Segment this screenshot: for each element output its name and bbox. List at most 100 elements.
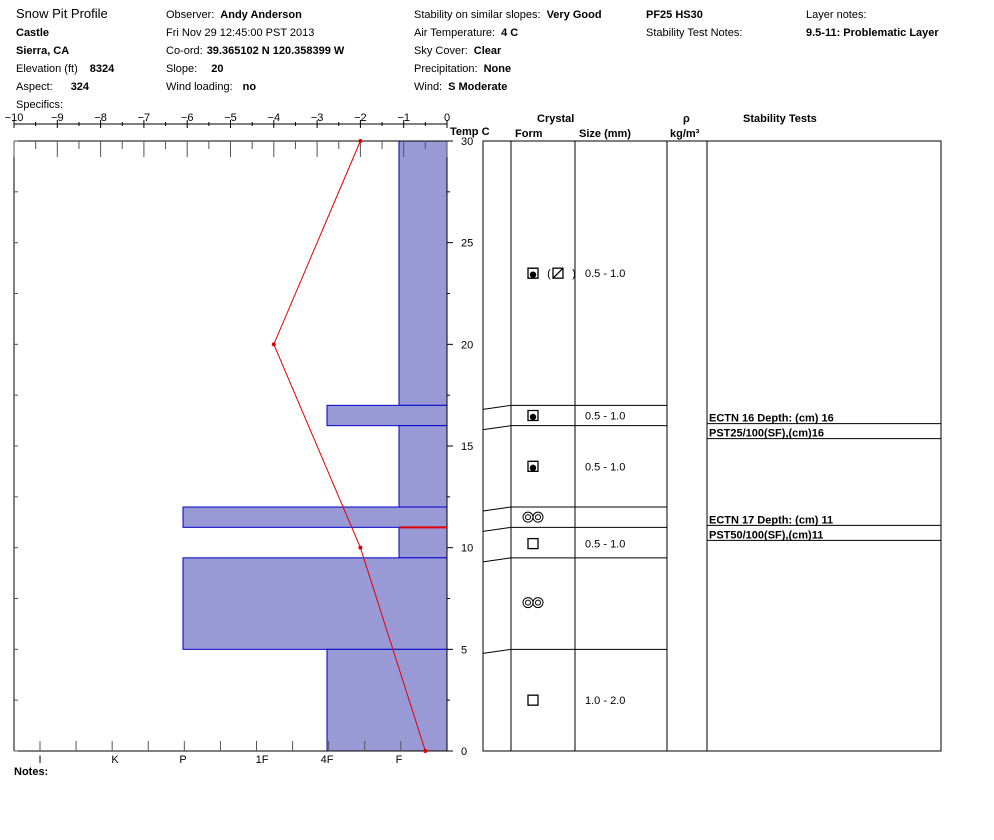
wind-value: S Moderate bbox=[448, 81, 508, 93]
hardness-tick-label: 4F bbox=[321, 754, 334, 766]
temperature-line bbox=[273, 140, 426, 752]
hardness-bar bbox=[326, 404, 448, 427]
layer-boundary-line bbox=[482, 557, 667, 563]
melt-form-icon bbox=[522, 511, 544, 523]
height-tick-label: 15 bbox=[461, 441, 473, 453]
layer-boundary-line bbox=[482, 425, 667, 431]
stability-label: Stability on similar slopes: bbox=[414, 9, 541, 21]
observer-label: Observer: bbox=[166, 9, 215, 21]
datetime: Fri Nov 29 12:45:00 PST 2013 bbox=[166, 27, 315, 39]
stability-tests-header: Stability Tests bbox=[743, 113, 817, 125]
wind-loading-row: Wind loading: no bbox=[166, 80, 256, 94]
layer-boundary-line bbox=[482, 404, 667, 410]
temp-tick-label: −3 bbox=[311, 112, 324, 124]
temp-tick-label: −7 bbox=[138, 112, 151, 124]
melt-form-inner bbox=[525, 599, 531, 606]
hardness-bar bbox=[398, 425, 448, 508]
stability-value: Very Good bbox=[546, 9, 602, 21]
temp-tick-label: −6 bbox=[181, 112, 194, 124]
depth-hoar-dot bbox=[529, 413, 537, 421]
crystal-size-label: 0.5 - 1.0 bbox=[585, 539, 625, 551]
slope-value: 20 bbox=[211, 63, 224, 75]
hardness-tick-label: I bbox=[38, 754, 41, 766]
crystal-size-label: 0.5 - 1.0 bbox=[585, 411, 625, 423]
air-temp-value: 4 C bbox=[501, 27, 519, 39]
depth-hoar-outline bbox=[527, 267, 539, 279]
melt-form-outer bbox=[522, 597, 534, 609]
faceted-square bbox=[527, 694, 539, 706]
melt-form-outer bbox=[522, 511, 534, 523]
depth-hoar-outline bbox=[527, 409, 539, 422]
crystal-size-label: 0.5 - 1.0 bbox=[585, 268, 625, 280]
coord-value: 39.365102 N 120.358399 W bbox=[206, 45, 345, 57]
temp-tick-label: −8 bbox=[94, 112, 107, 124]
crystal-size-label: 1.0 - 2.0 bbox=[585, 695, 625, 707]
faceted-icon bbox=[527, 694, 539, 706]
faceted-square bbox=[527, 537, 539, 550]
air-temp-row: Air Temperature: 4 C bbox=[414, 26, 518, 40]
height-tick-label: 5 bbox=[461, 644, 467, 656]
faceted-rounded-icon bbox=[552, 267, 564, 279]
faceted-icon bbox=[527, 537, 539, 550]
melt-form-inner bbox=[525, 514, 531, 521]
melt-form-inner bbox=[535, 599, 541, 606]
hardness-tick-label: F bbox=[396, 754, 403, 766]
coord-row: Co-ord: 39.365102 N 120.358399 W bbox=[166, 44, 344, 58]
slope-row: Slope: 20 bbox=[166, 62, 223, 76]
temperature-point bbox=[271, 342, 276, 347]
aspect-value: 324 bbox=[70, 81, 90, 93]
test-summary: PF25 HS30 bbox=[646, 9, 703, 21]
height-tick-label: 20 bbox=[461, 339, 473, 351]
stability-test-notes-label: Stability Test Notes: bbox=[646, 27, 743, 39]
elevation-row: Elevation (ft) 8324 bbox=[16, 62, 114, 76]
melt-form-inner bbox=[535, 514, 541, 521]
precip-value: None bbox=[483, 63, 512, 75]
faceted-rounded-square bbox=[552, 267, 564, 279]
form-paren: ( bbox=[547, 268, 551, 280]
faceted-rounded-slash bbox=[552, 267, 564, 279]
observer-row: Observer: Andy Anderson bbox=[166, 8, 302, 22]
)-icon: ) bbox=[572, 268, 576, 280]
hardness-bar bbox=[398, 526, 448, 559]
elevation-label: Elevation (ft) bbox=[16, 63, 78, 75]
page-title: Snow Pit Profile bbox=[16, 6, 108, 21]
elevation-value: 8324 bbox=[89, 63, 115, 75]
location: Castle bbox=[16, 27, 50, 39]
specifics-label: Specifics: bbox=[16, 99, 64, 111]
layer-boundary-line bbox=[482, 506, 667, 512]
melt-form-outer bbox=[532, 511, 544, 523]
crystal-header: Crystal bbox=[537, 113, 575, 125]
stability-test-result: ECTN 17 Depth: (cm) 11 bbox=[709, 514, 833, 526]
temperature-point bbox=[358, 545, 363, 550]
height-tick-label: 10 bbox=[461, 543, 473, 555]
(-icon: ( bbox=[547, 268, 551, 280]
depth-hoar-icon bbox=[527, 460, 539, 472]
wind-label: Wind: bbox=[414, 81, 443, 93]
hardness-bar bbox=[182, 557, 448, 650]
wind-row: Wind: S Moderate bbox=[414, 80, 507, 94]
wind-loading-value: no bbox=[242, 81, 257, 93]
height-tick-label: 25 bbox=[461, 238, 473, 250]
depth-hoar-dot bbox=[529, 271, 537, 278]
size-header: Size (mm) bbox=[579, 128, 631, 140]
observer-value: Andy Anderson bbox=[220, 9, 302, 21]
precip-row: Precipitation: None bbox=[414, 62, 511, 76]
rho-header: ρ bbox=[683, 113, 690, 125]
wind-loading-label: Wind loading: bbox=[166, 81, 233, 93]
notes-label: Notes: bbox=[14, 766, 49, 778]
depth-hoar-dot bbox=[529, 464, 537, 472]
precip-label: Precipitation: bbox=[414, 63, 478, 75]
form-paren: ) bbox=[572, 268, 576, 280]
temp-tick-label: −10 bbox=[5, 112, 24, 124]
temp-tick-label: −4 bbox=[268, 112, 281, 124]
depth-hoar-icon bbox=[527, 267, 539, 279]
temp-tick-label: −2 bbox=[354, 112, 367, 124]
stability-test-result: ECTN 16 Depth: (cm) 16 bbox=[709, 413, 834, 425]
hardness-tick-label: K bbox=[111, 754, 119, 766]
layer-boundary-line bbox=[482, 526, 667, 532]
aspect-row: Aspect: 324 bbox=[16, 80, 89, 94]
slope-label: Slope: bbox=[166, 63, 198, 75]
temp-tick-label: 0 bbox=[444, 112, 450, 124]
layer-notes-value: 9.5-11: Problematic Layer bbox=[806, 27, 939, 39]
hardness-bar bbox=[398, 140, 448, 406]
